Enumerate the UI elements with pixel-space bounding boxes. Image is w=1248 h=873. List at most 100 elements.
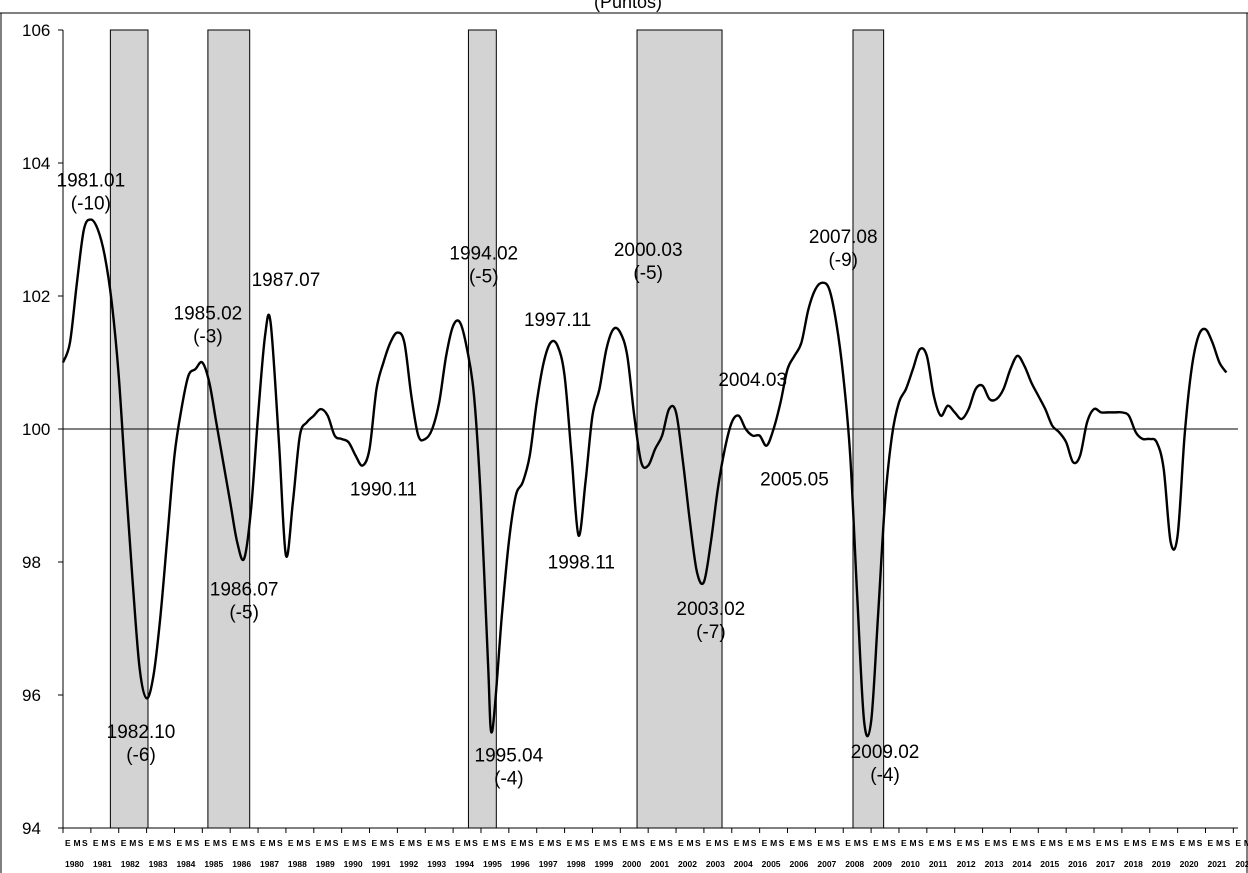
x-tick-label-month: M bbox=[519, 838, 526, 848]
x-tick-label-month: E bbox=[1207, 838, 1213, 848]
x-tick-label-year: 2019 bbox=[1152, 859, 1171, 869]
x-tick-label-month: S bbox=[667, 838, 673, 848]
series-group bbox=[61, 218, 1228, 738]
x-tick-label-year: 1981 bbox=[93, 859, 112, 869]
annotation-lead: (-5) bbox=[469, 266, 499, 287]
x-tick-label-year: 2002 bbox=[678, 859, 697, 869]
x-tick-label-year: 1996 bbox=[511, 859, 530, 869]
x-tick-label-year: 1982 bbox=[121, 859, 140, 869]
x-tick-label-month: M bbox=[380, 838, 387, 848]
x-tick-label-month: E bbox=[957, 838, 963, 848]
y-tick-label: 100 bbox=[22, 420, 50, 439]
x-tick-label-month: M bbox=[74, 838, 81, 848]
annotation-15: 2007.08 (-9) bbox=[809, 227, 878, 271]
x-tick-label-year: 2014 bbox=[1012, 859, 1031, 869]
annotation-date: 1982.10 bbox=[107, 722, 176, 743]
x-tick-label-year: 2000 bbox=[622, 859, 641, 869]
x-tick-label-month: E bbox=[372, 838, 378, 848]
x-tick-label-month: S bbox=[1197, 838, 1203, 848]
y-tick-label: 102 bbox=[22, 287, 50, 306]
x-tick-label-month: S bbox=[1085, 838, 1091, 848]
x-tick-label-month: S bbox=[110, 838, 116, 848]
annotation-date: 2009.02 bbox=[851, 742, 920, 763]
x-tick-label-month: M bbox=[101, 838, 108, 848]
x-tick-label-year: 1984 bbox=[176, 859, 195, 869]
x-tick-label-year: 2011 bbox=[929, 859, 948, 869]
annotation-date: 2000.03 bbox=[614, 240, 683, 261]
x-tick-label-month: S bbox=[1224, 838, 1230, 848]
x-tick-label-month: E bbox=[873, 838, 879, 848]
x-tick-label-month: E bbox=[65, 838, 71, 848]
x-tick-label-month: E bbox=[399, 838, 405, 848]
x-tick-label-month: S bbox=[751, 838, 757, 848]
x-tick-label-month: E bbox=[232, 838, 238, 848]
annotation-date: 1987.07 bbox=[252, 270, 321, 291]
x-tick-label-month: E bbox=[483, 838, 489, 848]
x-tick-label-month: S bbox=[1057, 838, 1063, 848]
x-tick-label-year: 202 bbox=[1235, 859, 1248, 869]
x-tick-label-month: M bbox=[714, 838, 721, 848]
x-tick-label-month: S bbox=[695, 838, 701, 848]
x-tick-label-month: S bbox=[556, 838, 562, 848]
x-tick-label-month: E bbox=[1124, 838, 1130, 848]
x-tick-label-month: E bbox=[845, 838, 851, 848]
x-tick-label-month: S bbox=[807, 838, 813, 848]
annotation-7: 1994.02 (-5) bbox=[449, 243, 518, 287]
annotation-3: 1985.02 (-3) bbox=[174, 303, 243, 347]
x-tick-label-month: S bbox=[723, 838, 729, 848]
annotation-lead: (-4) bbox=[494, 769, 524, 790]
x-tick-label-month: M bbox=[1160, 838, 1167, 848]
x-tick-label-year: 2013 bbox=[985, 859, 1004, 869]
x-tick-label-month: S bbox=[974, 838, 980, 848]
annotation-date: 1998.11 bbox=[548, 553, 615, 574]
x-tick-label-year: 2015 bbox=[1040, 859, 1059, 869]
x-tick-label-month: E bbox=[650, 838, 656, 848]
x-tick-label-year: 1994 bbox=[455, 859, 474, 869]
x-tick-label-month: M bbox=[937, 838, 944, 848]
chart-title: (Puntos) bbox=[594, 0, 662, 12]
x-tick-label-month: M bbox=[185, 838, 192, 848]
x-tick-label-year: 1993 bbox=[427, 859, 446, 869]
annotation-1: 1981.01 (-10) bbox=[57, 170, 126, 214]
x-tick-label-month: M bbox=[826, 838, 833, 848]
x-tick-label-month: M bbox=[909, 838, 916, 848]
x-tick-label-month: M bbox=[1021, 838, 1028, 848]
x-tick-label-month: S bbox=[1141, 838, 1147, 848]
annotation-date: 1986.07 bbox=[210, 579, 279, 600]
annotation-lead: (-4) bbox=[870, 765, 900, 786]
annotation-6: 1990.11 bbox=[350, 480, 417, 501]
x-tick-label-month: M bbox=[659, 838, 666, 848]
x-tick-label-year: 2009 bbox=[873, 859, 892, 869]
x-tick-label-year: 1999 bbox=[594, 859, 613, 869]
x-tick-label-year: 2021 bbox=[1207, 859, 1226, 869]
x-tick-label-month: E bbox=[121, 838, 127, 848]
x-tick-label-month: M bbox=[157, 838, 164, 848]
x-tick-label-month: S bbox=[305, 838, 311, 848]
annotation-lead: (-3) bbox=[193, 326, 223, 347]
x-tick-label-month: E bbox=[344, 838, 350, 848]
x-tick-label-year: 1990 bbox=[344, 859, 363, 869]
x-tick-label-month: M bbox=[798, 838, 805, 848]
x-tick-label-month: M bbox=[129, 838, 136, 848]
y-tick-label: 98 bbox=[22, 553, 41, 572]
annotation-11: 2000.03 (-5) bbox=[614, 240, 683, 284]
x-tick-label-year: 2016 bbox=[1068, 859, 1087, 869]
x-tick-label-month: E bbox=[316, 838, 322, 848]
x-tick-label-year: 1995 bbox=[483, 859, 502, 869]
x-tick-label-month: S bbox=[946, 838, 952, 848]
x-tick-label-year: 1989 bbox=[316, 859, 335, 869]
annotation-5: 1987.07 bbox=[252, 270, 321, 291]
x-tick-label-month: M bbox=[742, 838, 749, 848]
x-tick-label-month: E bbox=[1235, 838, 1241, 848]
annotation-10: 1998.11 bbox=[548, 553, 615, 574]
x-tick-label-month: S bbox=[779, 838, 785, 848]
x-tick-label-month: S bbox=[389, 838, 395, 848]
x-tick-label-month: M bbox=[269, 838, 276, 848]
x-tick-label-month: S bbox=[444, 838, 450, 848]
x-tick-label-month: S bbox=[221, 838, 227, 848]
x-tick-label-month: S bbox=[918, 838, 924, 848]
x-tick-label-month: M bbox=[436, 838, 443, 848]
x-tick-label-month: E bbox=[1152, 838, 1158, 848]
